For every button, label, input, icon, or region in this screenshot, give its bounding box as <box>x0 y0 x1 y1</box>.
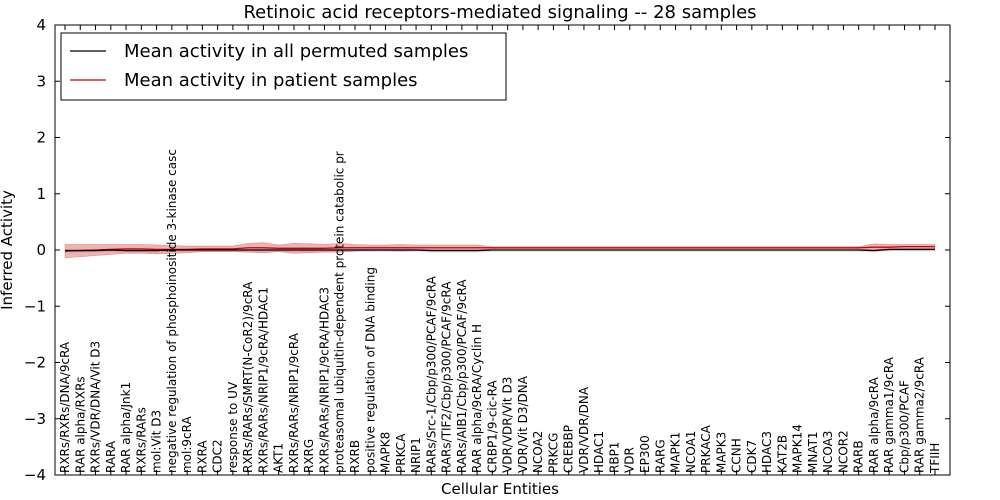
series-line-0 <box>65 248 935 252</box>
category-label: RXRs/RARs/NRIP1/9cRA/HDAC1 <box>256 287 270 473</box>
y-tick-label: −4 <box>24 466 46 484</box>
category-label: NCOA3 <box>821 431 835 473</box>
category-label: MAPK14 <box>791 424 805 473</box>
category-label: RXRs/RARs/NRIP1/9cRA/HDAC3 <box>317 287 331 473</box>
category-label: RARs/Src-1/Cbp/p300/PCAF/9cRA <box>424 275 438 473</box>
category-label: RARG <box>653 439 667 473</box>
category-label: PRKCA <box>394 433 408 473</box>
category-label: VDR/Vit D3/DNA <box>516 375 530 473</box>
category-label: mol:Vit D3 <box>150 410 164 473</box>
x-axis-ticks <box>64 25 936 475</box>
category-label: RXRs/RARs/SMRT(N-CoR2)/9cRA <box>241 281 255 473</box>
category-label: MAPK8 <box>379 432 393 473</box>
category-label: CDK7 <box>745 440 759 473</box>
category-label: RXRG <box>302 439 316 473</box>
category-label: RXRs/RARs/NRIP1/9cRA <box>287 332 301 473</box>
legend-box <box>60 32 507 101</box>
category-label: RXRs/RXRs/DNA/9cRA <box>58 341 72 473</box>
category-label: RARs/TIF2/Cbp/p300/PCAF/9cRA <box>440 281 454 473</box>
category-label: negative regulation of phosphoinositide … <box>165 149 179 473</box>
series-line-1 <box>64 245 935 252</box>
category-label: VDR/VDR/DNA <box>577 386 591 473</box>
chart-title: Retinoic acid receptors-mediated signali… <box>243 2 756 23</box>
category-label: mol:9cRA <box>180 416 194 473</box>
category-label: NCOA1 <box>684 431 698 473</box>
category-label: KAT2B <box>775 435 789 473</box>
category-label: RAR gamma1/9cRA <box>882 356 896 473</box>
category-label: TFIIH <box>928 443 942 474</box>
category-label: RARB <box>852 440 866 473</box>
category-label: RAR alpha/9cRA <box>867 376 881 473</box>
category-label: HDAC1 <box>592 431 606 473</box>
category-label: HDAC3 <box>760 431 774 473</box>
category-label: VDR <box>623 447 637 473</box>
category-label: positive regulation of DNA binding <box>363 267 377 473</box>
category-label: NCOR2 <box>836 430 850 473</box>
y-tick-label: 4 <box>36 16 46 34</box>
category-label: MNAT1 <box>806 431 820 473</box>
category-label: proteasomal ubiquitin-dependent protein … <box>333 151 347 473</box>
category-label: NRIP1 <box>409 437 423 473</box>
category-label: CDC2 <box>211 439 225 473</box>
y-tick-label: 0 <box>36 241 46 259</box>
category-label: RXRA <box>195 440 209 473</box>
category-label: RBP1 <box>607 442 621 473</box>
x-axis-label: Cellular Entities <box>441 480 559 498</box>
category-label: CREBBP <box>562 425 576 473</box>
legend-entry-permuted: Mean activity in all permuted samples <box>124 41 468 62</box>
y-tick-label: −2 <box>24 354 46 372</box>
y-tick-label: 2 <box>36 129 46 147</box>
category-label: RAR alpha/Jnk1 <box>119 382 133 473</box>
y-tick-label: 3 <box>36 72 46 90</box>
category-label: AKT1 <box>272 443 286 473</box>
category-label: VDR/VDR/Vit D3 <box>501 377 515 473</box>
category-label: PRKACA <box>699 424 713 473</box>
y-axis-label: Inferred Activity <box>0 190 16 310</box>
category-label: RARs/AIB1/Cbp/p300/PCAF/9cRA <box>455 279 469 473</box>
category-label: MAPK1 <box>669 432 683 473</box>
category-label: RAR alpha/9cRA/Cyclin H <box>470 324 484 473</box>
category-label: RARA <box>104 440 118 473</box>
y-axis-ticks: −4 −3 −2 −1 0 1 2 3 4 <box>24 16 950 484</box>
category-label: NCOA2 <box>531 431 545 473</box>
category-label: RXRs/RARs <box>134 407 148 473</box>
legend: Mean activity in all permuted samples Me… <box>60 32 507 101</box>
y-tick-label: 1 <box>36 185 46 203</box>
category-label: EP300 <box>638 435 652 473</box>
y-tick-label: −1 <box>24 297 46 315</box>
category-label: RXRB <box>348 440 362 473</box>
y-tick-label: −3 <box>24 410 46 428</box>
category-label: PRKCG <box>546 433 560 473</box>
category-label: RAR gamma2/9cRA <box>913 356 927 473</box>
series-layer <box>64 245 935 252</box>
category-label: RXRs/VDR/DNA/Vit D3 <box>89 341 103 473</box>
category-label: response to UV <box>226 381 240 473</box>
category-labels: RXRs/RXRs/DNA/9cRA RAR alpha/RXRs RXRs/VDR… <box>58 149 942 474</box>
category-label: CCNH <box>730 438 744 473</box>
category-label: MAPK3 <box>714 432 728 473</box>
category-label: CRBP1/9-cic-RA <box>485 379 499 473</box>
legend-entry-patient: Mean activity in patient samples <box>124 70 418 91</box>
category-label: Cbp/p300/PCAF <box>897 380 911 473</box>
category-label: RAR alpha/RXRs <box>73 376 87 473</box>
